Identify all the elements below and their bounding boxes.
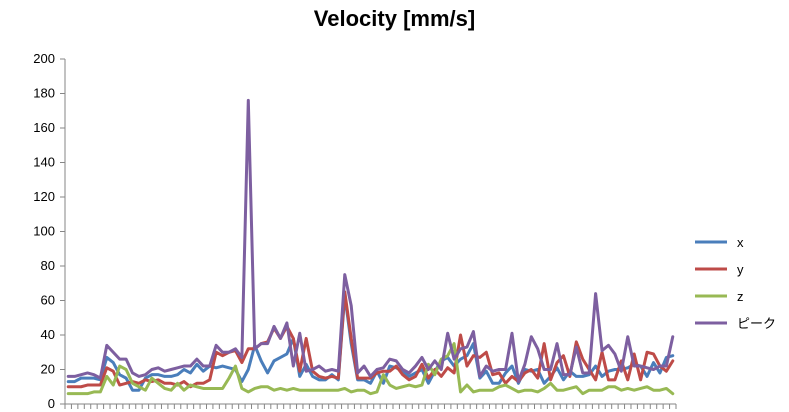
y-tick-label: 60	[41, 293, 55, 308]
y-tick-label: 120	[33, 189, 55, 204]
chart-title: Velocity [mm/s]	[313, 6, 476, 31]
y-tick-label: 140	[33, 155, 55, 170]
legend-label-4: ピーク	[737, 316, 776, 331]
series-line-3	[66, 342, 675, 396]
y-tick-label: 40	[41, 327, 55, 342]
y-tick-label: 160	[33, 120, 55, 135]
y-tick-label: 0	[48, 396, 55, 411]
y-tick-label: 80	[41, 258, 55, 273]
legend-label-2: y	[737, 262, 744, 277]
y-tick-label: 180	[33, 86, 55, 101]
series-line-4	[66, 98, 675, 384]
y-tick-label: 200	[33, 51, 55, 66]
y-tick-label: 100	[33, 224, 55, 239]
y-tick-label: 20	[41, 362, 55, 377]
legend-label-3: z	[737, 289, 744, 304]
legend-label-1: x	[737, 235, 744, 250]
